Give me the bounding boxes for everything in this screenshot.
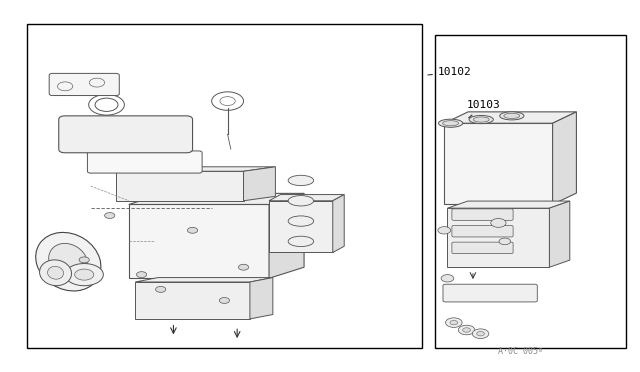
Text: 10103: 10103 [467,100,500,118]
Ellipse shape [288,216,314,226]
Circle shape [491,218,506,227]
Circle shape [445,318,462,327]
Circle shape [499,238,511,245]
Polygon shape [444,112,577,123]
Bar [435,35,626,349]
Circle shape [458,325,475,335]
Polygon shape [269,195,344,201]
Bar [27,23,422,349]
Circle shape [441,275,454,282]
FancyBboxPatch shape [452,242,513,254]
Ellipse shape [49,243,88,280]
FancyBboxPatch shape [452,225,513,237]
Circle shape [239,264,248,270]
Polygon shape [444,123,552,205]
Polygon shape [129,193,304,205]
Text: 10102: 10102 [428,67,472,77]
Circle shape [79,257,90,263]
Ellipse shape [288,196,314,206]
Circle shape [438,227,451,234]
Ellipse shape [438,119,463,127]
Circle shape [477,331,484,336]
Polygon shape [250,278,273,319]
Circle shape [188,227,198,233]
Circle shape [136,272,147,278]
Polygon shape [129,205,269,278]
Polygon shape [333,195,344,253]
Text: A·0C 005º: A·0C 005º [499,347,543,356]
Circle shape [220,298,230,304]
Ellipse shape [443,121,459,126]
Polygon shape [269,193,304,278]
Ellipse shape [47,266,63,279]
Polygon shape [135,282,250,319]
Ellipse shape [40,260,72,286]
Polygon shape [116,167,275,171]
Circle shape [463,328,470,332]
FancyBboxPatch shape [59,116,193,153]
Polygon shape [549,201,570,267]
FancyBboxPatch shape [443,284,538,302]
Ellipse shape [65,263,103,286]
FancyBboxPatch shape [452,209,513,220]
Ellipse shape [500,112,524,120]
Polygon shape [447,201,570,208]
Circle shape [104,212,115,218]
FancyBboxPatch shape [88,151,202,173]
Ellipse shape [288,236,314,247]
Ellipse shape [288,175,314,186]
Ellipse shape [36,232,101,291]
Polygon shape [447,208,549,267]
Polygon shape [552,112,577,205]
Polygon shape [244,167,275,201]
Ellipse shape [75,269,94,280]
Polygon shape [269,201,333,253]
Ellipse shape [473,117,489,122]
Circle shape [450,320,458,325]
Polygon shape [116,171,244,201]
Circle shape [156,286,166,292]
Ellipse shape [469,115,493,124]
Polygon shape [135,278,273,282]
Circle shape [472,329,489,339]
Ellipse shape [504,113,520,118]
FancyBboxPatch shape [49,73,119,96]
